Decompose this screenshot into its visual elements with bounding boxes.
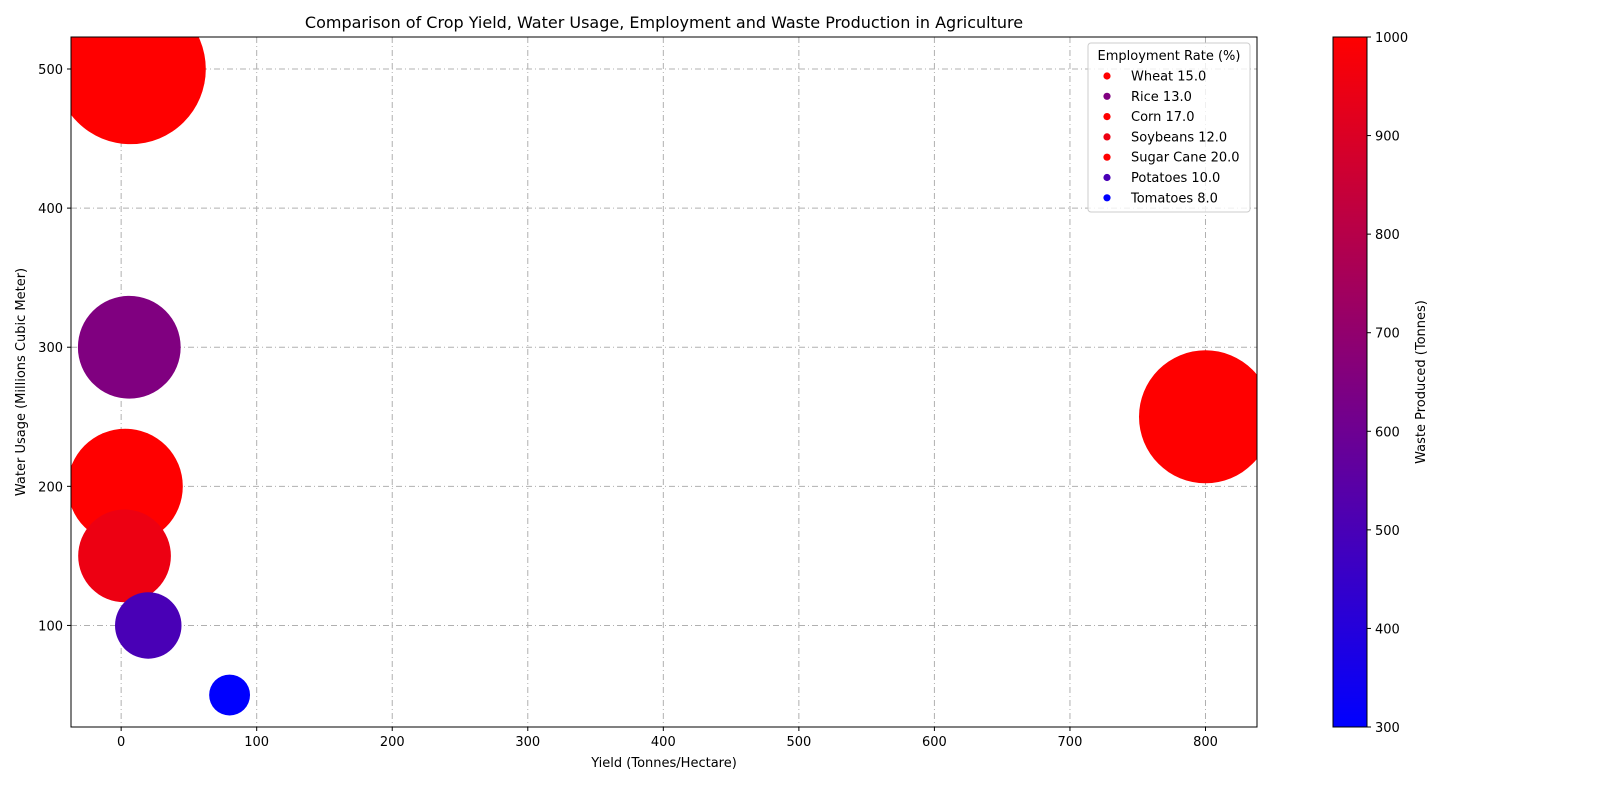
legend-box [1087, 42, 1251, 213]
legend-title: Employment Rate (%) [1098, 49, 1241, 64]
legend-label: Sugar Cane 20.0 [1131, 151, 1240, 166]
legend-marker [1103, 153, 1111, 161]
data-point-rice [77, 295, 181, 399]
plot-frame [70, 36, 1258, 728]
data-point-potatoes [115, 592, 182, 659]
y-tick-label: 500 [38, 63, 63, 78]
x-tick-label: 500 [786, 735, 811, 750]
legend-marker [1103, 113, 1111, 121]
data-point-wheat [71, 428, 183, 544]
legend-label: Potatoes 10.0 [1131, 171, 1220, 186]
colorbar-tick-label: 400 [1375, 622, 1400, 637]
colorbar-tick-label: 900 [1375, 130, 1400, 145]
legend-label: Wheat 15.0 [1131, 70, 1206, 85]
data-point-tomatoes [209, 674, 251, 716]
y-tick-label: 400 [38, 202, 63, 217]
x-tick-label: 0 [117, 735, 125, 750]
y-tick-label: 200 [38, 480, 63, 495]
legend-marker [1103, 194, 1111, 202]
colorbar-tick-label: 500 [1375, 524, 1400, 539]
x-axis-ticks: 0 100 200 300 400 500 600 700 800 [117, 727, 1218, 750]
colorbar-label: Waste Produced (Tonnes) [1414, 300, 1429, 464]
colorbar-tick-label: 1000 [1375, 31, 1408, 46]
colorbar-tick-label: 800 [1375, 228, 1400, 243]
grid-lines [71, 37, 1257, 727]
legend-items: Wheat 15.0 Rice 13.0 Corn 17.0 Soybeans 12.… [1103, 70, 1240, 206]
data-point-soybeans [78, 509, 171, 603]
x-tick-label: 700 [1058, 735, 1083, 750]
x-tick-label: 600 [922, 735, 947, 750]
y-axis-label: Water Usage (Millions Cubic Meter) [14, 268, 29, 496]
colorbar-tick-label: 300 [1375, 721, 1400, 736]
y-axis-ticks: 100 200 300 400 500 [38, 63, 71, 634]
legend-marker [1103, 92, 1111, 100]
y-tick-label: 100 [38, 619, 63, 634]
legend-marker [1103, 173, 1111, 182]
legend: Employment Rate (%) Wheat 15.0 Rice 13.0 C… [1087, 42, 1251, 213]
colorbar: 300 400 500 600 700 800 900 1000 Waste Produced… [1332, 31, 1429, 736]
colorbar-gradient [1332, 36, 1368, 728]
x-tick-label: 100 [244, 735, 269, 750]
data-point-sugar-cane [1139, 350, 1257, 484]
x-tick-label: 200 [380, 735, 405, 750]
legend-marker [1103, 133, 1111, 141]
x-axis-label: Yield (Tonnes/Hectare) [590, 756, 737, 771]
colorbar-tick-label: 600 [1375, 425, 1400, 440]
chart-title: Comparison of Crop Yield, Water Usage, E… [305, 13, 1023, 32]
data-points [71, 37, 1257, 716]
legend-label: Tomatoes 8.0 [1130, 191, 1218, 206]
y-tick-label: 300 [38, 341, 63, 356]
x-tick-label: 800 [1193, 735, 1218, 750]
legend-label: Rice 13.0 [1131, 90, 1192, 105]
colorbar-tick-label: 700 [1375, 327, 1400, 342]
legend-label: Soybeans 12.0 [1131, 130, 1227, 145]
legend-marker [1103, 72, 1111, 80]
legend-label: Corn 17.0 [1131, 110, 1194, 125]
data-point-corn [71, 37, 206, 145]
x-tick-label: 300 [515, 735, 540, 750]
x-tick-label: 400 [651, 735, 676, 750]
colorbar-ticks: 300 400 500 600 700 800 900 1000 [1367, 31, 1408, 736]
